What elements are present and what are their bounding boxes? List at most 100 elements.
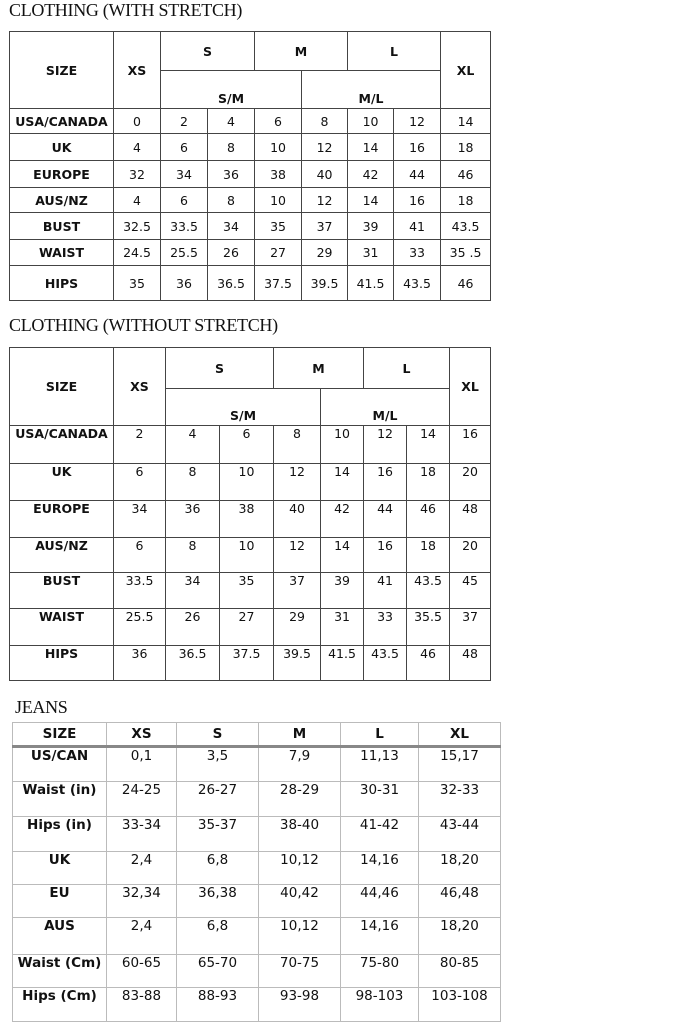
table-cell: 14 [406,425,451,464]
table-cell: 36,38 [176,884,259,918]
table-cell: 0 [113,108,161,134]
table-cell: 36 [113,645,166,681]
table-cell: 16 [363,537,408,573]
table-row: UK 4 6 8 10 12 14 16 18 [9,133,492,161]
table-cell: 46,48 [418,884,501,918]
table-cell: 37 [273,572,322,609]
table-cell: 48 [449,500,492,538]
column-header: XS [106,722,177,748]
table-cell: 98-103 [340,987,419,1022]
table-cell: 41.5 [347,265,395,301]
table-cell: 12 [273,537,322,573]
table-cell: 33.5 [113,572,166,609]
table-cell: 14 [320,537,365,573]
table-cell: 18,20 [418,917,501,955]
table-cell: 29 [301,239,349,266]
row-label: BUST [9,212,114,240]
table-row: EUROPE 32 34 36 38 40 42 44 46 [9,160,492,188]
header-row: SIZE XS S M L XL [12,722,501,748]
nostretch-title: CLOTHING (WITHOUT STRETCH) [9,315,278,335]
table-cell: 28-29 [258,781,341,817]
table-cell: 33 [363,608,408,646]
row-label: Hips (Cm) [12,987,107,1022]
table-row: Waist (in) 24-25 26-27 28-29 30-31 32-33 [12,781,501,817]
table-cell: 31 [320,608,365,646]
table-row: UK 2,4 6,8 10,12 14,16 18,20 [12,851,501,885]
column-header: L [340,722,419,748]
table-cell: 10 [347,108,395,134]
table-row: WAIST 24.5 25.5 26 27 29 31 33 35 .5 [9,239,492,266]
table-cell: 4 [206,108,256,134]
table-cell: 26 [165,608,220,646]
row-label: WAIST [9,239,114,266]
table-cell: 8 [165,463,220,501]
table-cell: 45 [449,572,492,609]
table-cell: 18 [440,133,492,161]
m-header: M [273,347,365,389]
table-cell: 12 [301,133,349,161]
table-cell: 34 [206,212,256,240]
table-cell: 37.5 [254,265,303,301]
table-cell: 41 [393,212,442,240]
table-cell: 65-70 [176,954,259,988]
table-cell: 103-108 [418,987,501,1022]
table-row: AUS/NZ 6 8 10 12 14 16 18 20 [9,537,492,573]
table-cell: 35.5 [406,608,451,646]
table-cell: 43-44 [418,816,501,852]
table-cell: 60-65 [106,954,177,988]
table-cell: 16 [393,133,442,161]
table-cell: 37.5 [218,645,275,681]
table-cell: 27 [218,608,275,646]
table-cell: 35 .5 [440,239,492,266]
table-cell: 25.5 [160,239,208,266]
table-cell: 44 [363,500,408,538]
table-cell: 12 [393,108,442,134]
table-cell: 24.5 [113,239,161,266]
table-row: AUS 2,4 6,8 10,12 14,16 18,20 [12,917,501,955]
table-cell: 4 [165,425,220,464]
table-cell: 14 [347,187,395,213]
table-cell: 41 [363,572,408,609]
table-cell: 3,5 [176,746,259,782]
s-header: S [159,31,256,71]
table-cell: 32-33 [418,781,501,817]
jeans-size-table: SIZE XS S M L XL US/CAN 0,1 3,5 7,9 11,13 15,17 Wais… [12,722,501,1022]
table-cell: 10 [254,133,303,161]
table-cell: 10,12 [258,851,341,885]
table-cell: 6 [160,133,208,161]
row-label: AUS/NZ [9,187,114,213]
table-cell: 8 [301,108,349,134]
table-cell: 80-85 [418,954,501,988]
table-cell: 8 [273,425,322,464]
xl-header: XL [440,31,492,109]
table-cell: 35-37 [176,816,259,852]
table-cell: 36.5 [206,265,256,301]
table-cell: 30-31 [340,781,419,817]
table-cell: 12 [301,187,349,213]
sm-header: S/M [159,70,303,109]
table-cell: 38 [254,160,303,188]
table-cell: 37 [449,608,492,646]
table-cell: 2,4 [106,917,177,955]
table-cell: 14,16 [340,917,419,955]
table-cell: 41-42 [340,816,419,852]
table-cell: 93-98 [258,987,341,1022]
table-cell: 10 [254,187,303,213]
table-cell: 6,8 [176,917,259,955]
column-header: SIZE [12,722,107,748]
table-cell: 32 [113,160,161,188]
table-cell: 36 [165,500,220,538]
table-cell: 2 [113,425,166,464]
table-cell: 42 [347,160,395,188]
table-cell: 16 [449,425,492,464]
table-cell: 15,17 [418,746,501,782]
table-cell: 44,46 [340,884,419,918]
l-header: L [363,347,451,389]
row-label: EUROPE [9,160,114,188]
table-cell: 27 [254,239,303,266]
table-row: EU 32,34 36,38 40,42 44,46 46,48 [12,884,501,918]
table-cell: 36.5 [165,645,220,681]
table-cell: 35 [218,572,275,609]
table-row: USA/CANADA 0 2 4 6 8 10 12 14 [9,108,492,134]
row-label: EUROPE [9,500,114,538]
